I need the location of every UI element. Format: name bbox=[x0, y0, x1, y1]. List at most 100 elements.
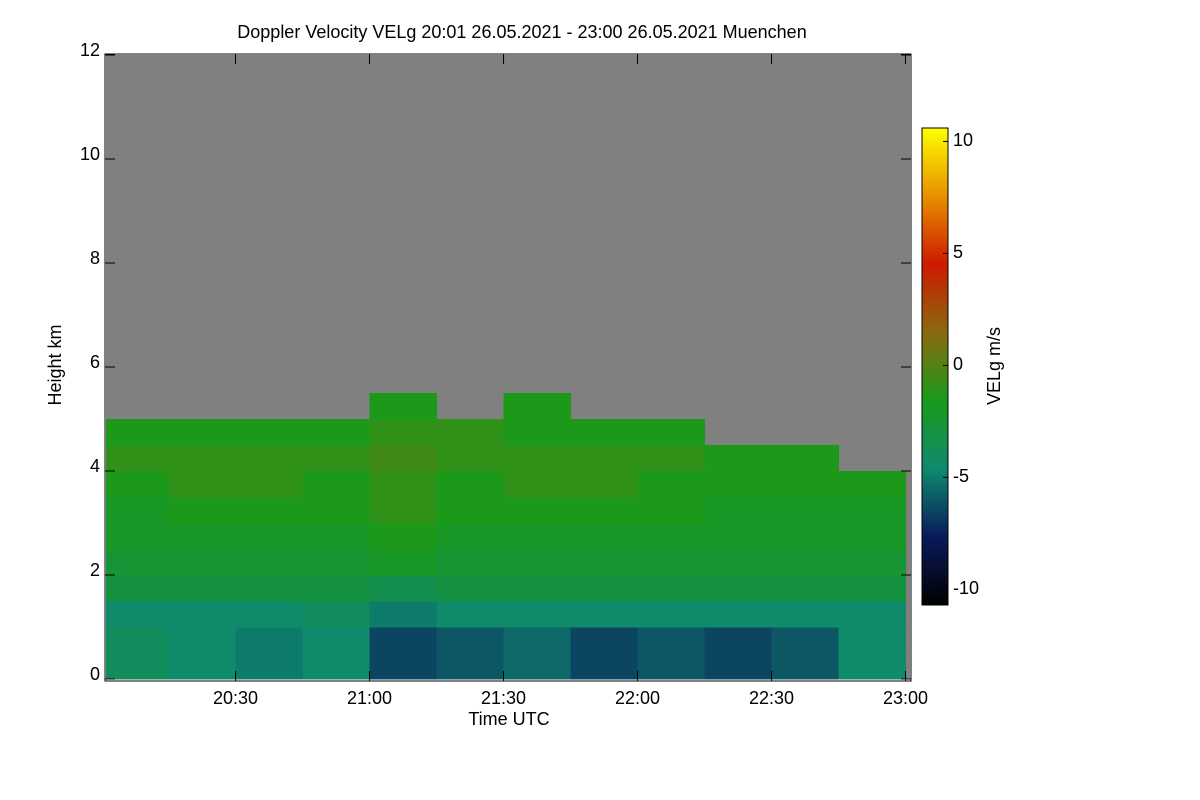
heatmap-cell bbox=[235, 445, 304, 472]
heatmap-cell bbox=[570, 497, 639, 524]
y-tick-label: 2 bbox=[90, 560, 100, 580]
heatmap-cell bbox=[838, 601, 907, 628]
heatmap-cell bbox=[235, 471, 304, 498]
colorbar bbox=[921, 127, 949, 606]
heatmap-cell bbox=[235, 497, 304, 524]
heatmap-cell bbox=[106, 549, 170, 576]
heatmap-cell bbox=[168, 523, 237, 550]
heatmap-cell bbox=[106, 627, 170, 654]
heatmap-cell bbox=[771, 653, 840, 680]
heatmap-cell bbox=[436, 471, 505, 498]
y-axis-label: Height km bbox=[45, 324, 65, 405]
colorbar-tick-label: 10 bbox=[953, 130, 973, 150]
heatmap-cell bbox=[436, 419, 505, 446]
heatmap-cell bbox=[704, 445, 773, 472]
colorbar-label: VELg m/s bbox=[984, 327, 1004, 405]
heatmap-cell bbox=[503, 601, 572, 628]
heatmap-cell bbox=[771, 445, 840, 472]
heatmap-cell bbox=[503, 575, 572, 602]
x-axis-label: Time UTC bbox=[468, 709, 549, 729]
heatmap-cell bbox=[570, 575, 639, 602]
heatmap-cell bbox=[637, 471, 706, 498]
heatmap-cell bbox=[106, 653, 170, 680]
heatmap-cell bbox=[436, 653, 505, 680]
heatmap-cell bbox=[637, 523, 706, 550]
heatmap-cell bbox=[637, 627, 706, 654]
heatmap-cell bbox=[369, 523, 438, 550]
heatmap-cell bbox=[369, 549, 438, 576]
heatmap-cell bbox=[771, 523, 840, 550]
heatmap-cell bbox=[302, 445, 371, 472]
y-tick-label: 6 bbox=[90, 352, 100, 372]
heatmap-cell bbox=[106, 523, 170, 550]
heatmap-cell bbox=[302, 471, 371, 498]
x-tick-label: 21:30 bbox=[481, 688, 526, 708]
colorbar-tick-label: 5 bbox=[953, 242, 963, 262]
heatmap-cell bbox=[436, 575, 505, 602]
heatmap-cell bbox=[106, 445, 170, 472]
heatmap-cell bbox=[369, 445, 438, 472]
heatmap-cell bbox=[168, 627, 237, 654]
heatmap-cell bbox=[168, 445, 237, 472]
heatmap-cell bbox=[637, 549, 706, 576]
heatmap-cell bbox=[436, 523, 505, 550]
heatmap-cell bbox=[704, 549, 773, 576]
x-tick-label: 23:00 bbox=[883, 688, 928, 708]
heatmap-cell bbox=[704, 601, 773, 628]
x-tick-label: 22:00 bbox=[615, 688, 660, 708]
heatmap-cell bbox=[302, 497, 371, 524]
heatmap-cell bbox=[106, 471, 170, 498]
heatmap-cell bbox=[771, 575, 840, 602]
heatmap-cell bbox=[503, 627, 572, 654]
heatmap-cell bbox=[637, 653, 706, 680]
colorbar-tick-label: -10 bbox=[953, 578, 979, 598]
heatmap-cell bbox=[570, 523, 639, 550]
heatmap-cell bbox=[838, 549, 907, 576]
heatmap-cell bbox=[838, 575, 907, 602]
heatmap-cell bbox=[436, 497, 505, 524]
heatmap-cell bbox=[302, 523, 371, 550]
heatmap-cell bbox=[637, 497, 706, 524]
heatmap-cell bbox=[771, 627, 840, 654]
heatmap-cell bbox=[503, 549, 572, 576]
heatmap-cell bbox=[369, 601, 438, 628]
heatmap-cell bbox=[704, 653, 773, 680]
heatmap-cell bbox=[235, 419, 304, 446]
heatmap-cell bbox=[369, 653, 438, 680]
heatmap-cell bbox=[838, 497, 907, 524]
heatmap-cell bbox=[436, 549, 505, 576]
colorbar-tick-label: -5 bbox=[953, 466, 969, 486]
heatmap-cell bbox=[302, 601, 371, 628]
heatmap-cell bbox=[570, 601, 639, 628]
heatmap-cell bbox=[106, 419, 170, 446]
heatmap-cell bbox=[838, 653, 907, 680]
colorbar-tick-label: 0 bbox=[953, 354, 963, 374]
heatmap-cell bbox=[369, 627, 438, 654]
heatmap-cell bbox=[168, 601, 237, 628]
heatmap-cell bbox=[436, 627, 505, 654]
x-tick-label: 21:00 bbox=[347, 688, 392, 708]
y-tick-label: 10 bbox=[80, 144, 100, 164]
y-tick-label: 4 bbox=[90, 456, 100, 476]
heatmap-cell bbox=[771, 601, 840, 628]
heatmap-cell bbox=[168, 575, 237, 602]
heatmap-cell bbox=[503, 419, 572, 446]
heatmap-cell bbox=[106, 497, 170, 524]
heatmap-cell bbox=[503, 497, 572, 524]
heatmap-cell bbox=[168, 653, 237, 680]
heatmap-cell bbox=[838, 523, 907, 550]
heatmap-cell bbox=[302, 575, 371, 602]
heatmap-cell bbox=[838, 627, 907, 654]
heatmap-cell bbox=[503, 445, 572, 472]
heatmap-cell bbox=[369, 497, 438, 524]
heatmap-cell bbox=[168, 497, 237, 524]
heatmap-cell bbox=[503, 393, 572, 420]
heatmap-cell bbox=[235, 575, 304, 602]
y-tick-label: 0 bbox=[90, 664, 100, 684]
heatmap-cell bbox=[168, 419, 237, 446]
heatmap-cell bbox=[704, 523, 773, 550]
heatmap-cell bbox=[637, 445, 706, 472]
heatmap-cell bbox=[503, 523, 572, 550]
heatmap-cell bbox=[369, 419, 438, 446]
